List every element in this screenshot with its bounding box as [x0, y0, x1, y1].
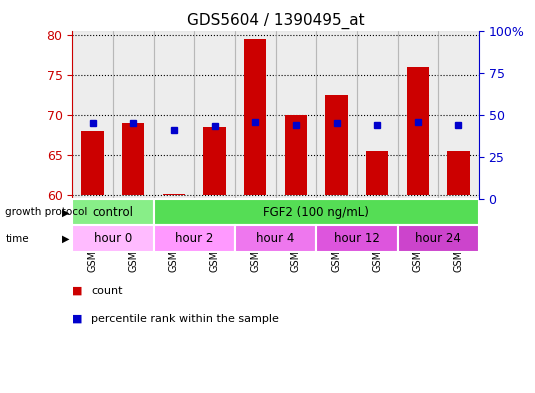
- Bar: [407, 67, 429, 195]
- Bar: [366, 151, 388, 195]
- Bar: [398, 226, 479, 252]
- Text: time: time: [5, 234, 29, 244]
- Bar: [72, 199, 154, 226]
- Bar: [235, 226, 316, 252]
- Bar: [194, 31, 235, 199]
- Bar: [357, 31, 398, 199]
- Title: GDS5604 / 1390495_at: GDS5604 / 1390495_at: [187, 13, 364, 29]
- Text: FGF2 (100 ng/mL): FGF2 (100 ng/mL): [263, 206, 369, 219]
- Text: hour 4: hour 4: [256, 232, 295, 245]
- Text: hour 0: hour 0: [94, 232, 132, 245]
- Text: hour 2: hour 2: [175, 232, 213, 245]
- Bar: [316, 226, 398, 252]
- Bar: [447, 151, 470, 195]
- Text: hour 12: hour 12: [334, 232, 380, 245]
- Text: ■: ■: [72, 314, 83, 323]
- Bar: [235, 31, 276, 199]
- Bar: [122, 123, 144, 195]
- Bar: [163, 193, 185, 195]
- Bar: [113, 31, 154, 199]
- Bar: [72, 226, 154, 252]
- Text: growth protocol: growth protocol: [5, 207, 88, 217]
- Text: count: count: [91, 286, 123, 296]
- Bar: [154, 199, 479, 226]
- Bar: [316, 31, 357, 199]
- Bar: [438, 31, 479, 199]
- Bar: [285, 115, 307, 195]
- Bar: [203, 127, 226, 195]
- Text: hour 24: hour 24: [415, 232, 461, 245]
- Text: ▶: ▶: [62, 234, 69, 244]
- Bar: [325, 95, 348, 195]
- Bar: [154, 31, 194, 199]
- Bar: [398, 31, 438, 199]
- Text: ■: ■: [72, 286, 83, 296]
- Bar: [244, 39, 266, 195]
- Text: percentile rank within the sample: percentile rank within the sample: [91, 314, 279, 323]
- Text: control: control: [93, 206, 133, 219]
- Bar: [81, 131, 104, 195]
- Text: ▶: ▶: [62, 207, 69, 217]
- Bar: [154, 226, 235, 252]
- Bar: [72, 31, 113, 199]
- Bar: [276, 31, 316, 199]
